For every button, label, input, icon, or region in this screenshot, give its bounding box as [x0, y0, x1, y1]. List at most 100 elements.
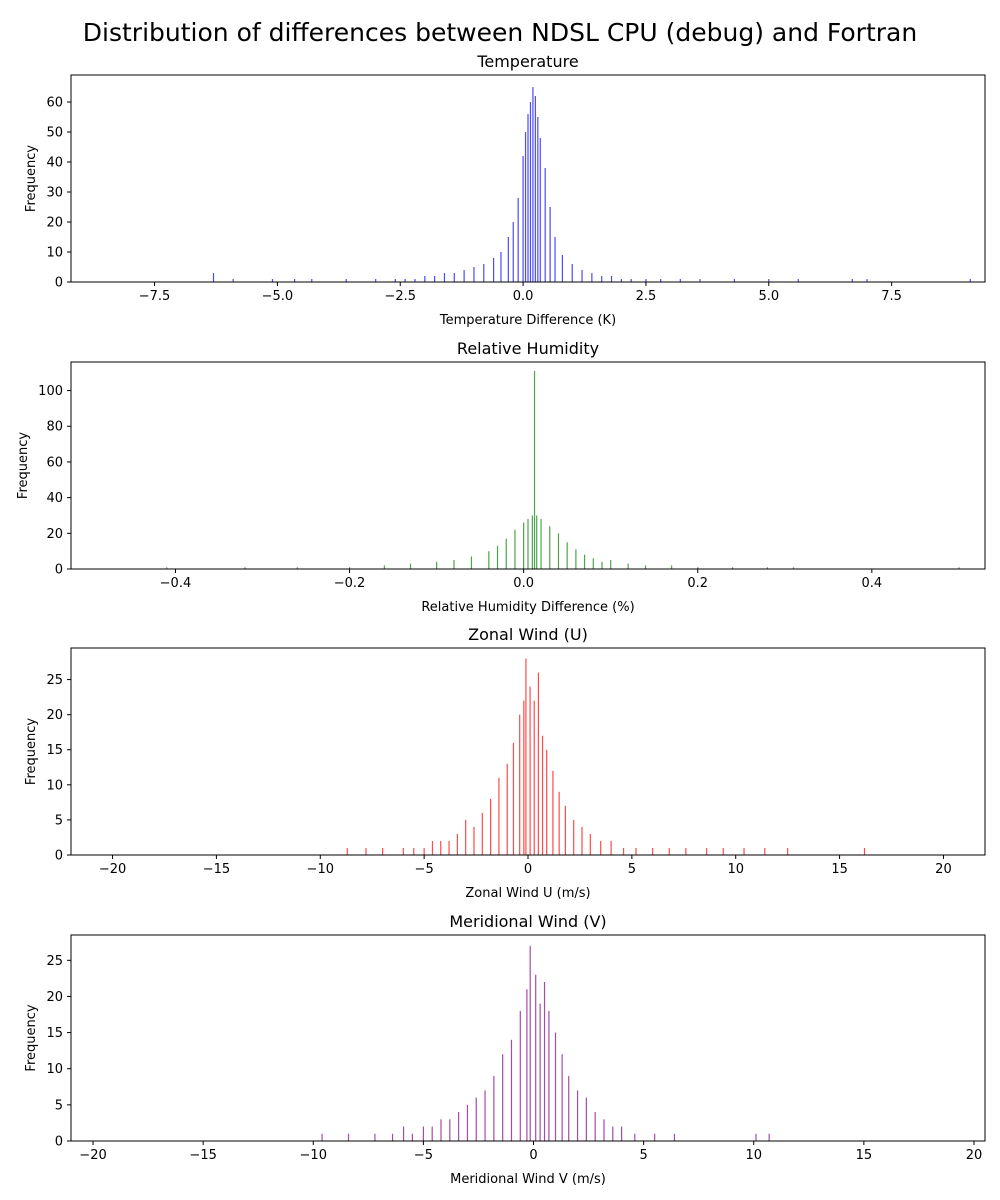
x-tick-label: 0.4: [861, 576, 882, 591]
histogram-bar: [797, 279, 799, 282]
x-tick-label: −15: [189, 1148, 216, 1163]
histogram-bar: [576, 1090, 579, 1141]
x-tick-label: 0: [524, 862, 532, 877]
histogram-bar: [449, 1119, 451, 1141]
histogram-bar: [498, 777, 500, 855]
histogram-bar: [345, 279, 347, 282]
histogram-bar: [620, 279, 622, 282]
histogram-bars: [166, 370, 960, 569]
x-axis-label: Zonal Wind U (m/s): [465, 886, 590, 901]
histogram-bar: [731, 567, 734, 569]
histogram-bar: [493, 1075, 495, 1141]
histogram-bar: [529, 102, 532, 282]
histogram-bar: [413, 847, 415, 855]
histogram-bar: [529, 945, 531, 1141]
histogram-bar: [404, 279, 406, 282]
y-tick-label: 60: [46, 96, 63, 111]
histogram-bar: [484, 1090, 486, 1141]
histogram-bar: [652, 847, 654, 855]
histogram-bar: [535, 974, 537, 1141]
histogram-bar: [440, 840, 442, 855]
histogram-bar: [671, 565, 673, 569]
x-tick-label: 0.2: [687, 576, 708, 591]
histogram-bar: [722, 847, 724, 855]
histogram-bar: [634, 1133, 636, 1141]
histogram-bar: [571, 264, 573, 282]
y-tick-label: 0: [55, 1135, 63, 1150]
histogram-bar: [552, 770, 554, 855]
histogram-bar: [423, 847, 425, 855]
histogram-bar: [591, 273, 593, 282]
y-tick-label: 15: [46, 743, 63, 758]
histogram-bar: [673, 1133, 676, 1141]
histogram-bar: [622, 847, 625, 855]
histogram-bar: [431, 840, 434, 855]
histogram-bar: [733, 279, 735, 282]
histogram-bar: [533, 700, 535, 855]
histogram-bar: [581, 270, 583, 282]
x-tick-label: −10: [300, 1148, 327, 1163]
subplot-title: Temperature: [476, 52, 578, 71]
x-tick-label: 20: [966, 1148, 983, 1163]
y-tick-label: 10: [46, 778, 63, 793]
histogram-bar: [564, 805, 566, 855]
histogram-bar: [540, 519, 542, 569]
histogram-bar: [293, 279, 296, 282]
histogram-bar: [458, 1112, 460, 1141]
histogram-bar: [527, 114, 529, 282]
histogram-bar: [575, 549, 577, 569]
y-tick-label: 15: [46, 1026, 63, 1041]
histogram-bar: [531, 515, 533, 569]
y-tick-label: 0: [55, 563, 63, 578]
histogram-bar: [697, 567, 699, 569]
y-tick-label: 10: [46, 246, 63, 261]
histogram-bar: [573, 819, 575, 855]
x-tick-label: 7.5: [881, 289, 902, 304]
histogram-bar: [557, 533, 560, 569]
histogram-bar: [473, 826, 475, 855]
histogram-bar: [402, 847, 404, 855]
histogram-bar: [610, 560, 612, 569]
histogram-bar: [621, 1126, 623, 1141]
histogram-bar: [166, 567, 168, 569]
y-tick-label: 60: [46, 455, 63, 470]
x-tick-label: −5: [414, 1148, 433, 1163]
histogram-bar: [660, 279, 662, 282]
histogram-bar: [346, 847, 348, 855]
histogram-bars: [346, 658, 866, 855]
y-tick-label: 20: [46, 708, 63, 723]
y-tick-label: 20: [46, 527, 63, 542]
histogram-bar: [612, 1126, 614, 1141]
histogram-bar: [475, 1097, 477, 1141]
x-tick-label: −5.0: [262, 289, 294, 304]
subplot-2: −0.4 −0.2 0.0 0.2 0.4 0 20 40 60 80 100 Relative Hu…: [16, 339, 986, 615]
histogram-bar: [394, 279, 396, 282]
y-tick-label: 50: [46, 126, 63, 141]
x-tick-label: 15: [831, 862, 848, 877]
y-tick-label: 25: [46, 673, 63, 688]
histogram-bar: [554, 1032, 557, 1141]
histogram-bar: [558, 791, 560, 855]
histogram-bar: [546, 749, 548, 855]
histogram-bar: [969, 279, 971, 282]
axes-frame: [70, 361, 986, 570]
histogram-bar: [603, 1119, 605, 1141]
histogram-bar: [519, 1010, 521, 1141]
histogram-bar: [601, 561, 603, 569]
histogram-bar: [768, 279, 770, 282]
y-tick-label: 100: [38, 384, 63, 399]
histogram-bar: [533, 370, 536, 569]
histogram-bar: [610, 840, 612, 855]
histogram-bar: [534, 96, 536, 282]
histogram-bar: [490, 798, 492, 855]
histogram-bar: [581, 826, 583, 855]
x-tick-label: −10: [307, 862, 334, 877]
histogram-bar: [699, 279, 701, 282]
histogram-bar: [488, 551, 490, 569]
histogram-bar: [453, 560, 455, 569]
histogram-bar: [411, 1133, 413, 1141]
histogram-bar: [594, 1112, 596, 1141]
x-tick-label: −2.5: [384, 289, 416, 304]
x-tick-label: 0: [529, 1148, 537, 1163]
